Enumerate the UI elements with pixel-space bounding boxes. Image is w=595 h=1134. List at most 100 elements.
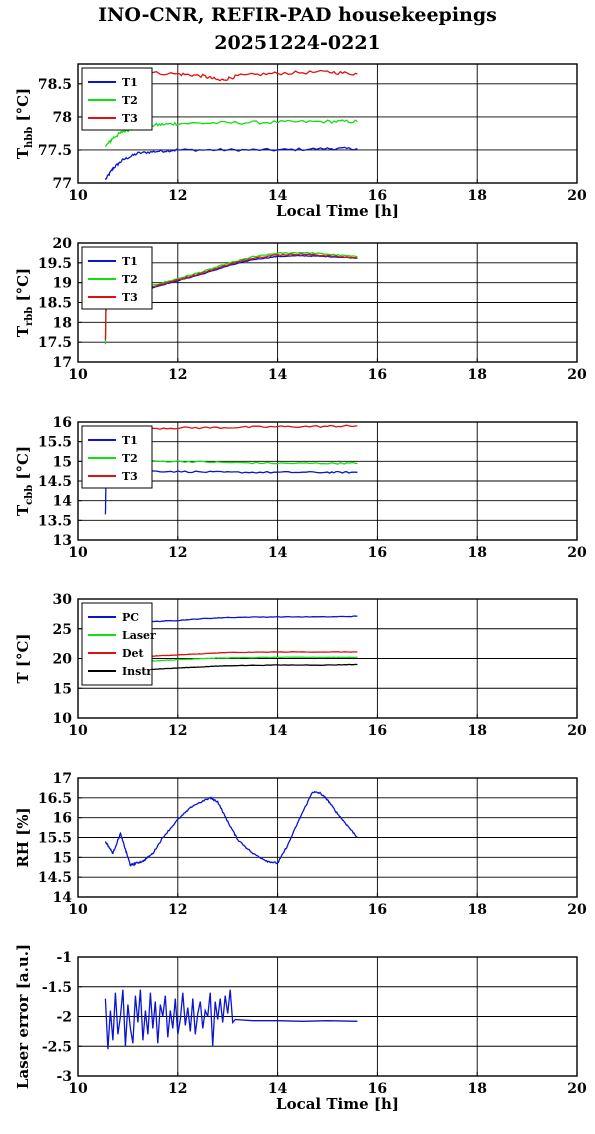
x-tick-label: 18 [467, 1081, 486, 1097]
x-tick-label: 16 [368, 723, 387, 739]
x-tick-label: 14 [268, 188, 288, 204]
y-tick-label: 15 [53, 850, 72, 866]
y-axis-label: Trbb [°C] [14, 268, 35, 337]
y-tick-label: 10 [53, 711, 73, 727]
chart-title: INO-CNR, REFIR-PAD housekeepings [98, 4, 497, 26]
y-tick-label: -2.5 [42, 1039, 72, 1055]
x-tick-label: 12 [168, 188, 187, 204]
y-tick-label: -1.5 [42, 980, 72, 996]
x-tick-label: 16 [368, 1081, 387, 1097]
x-tick-label: 14 [268, 723, 288, 739]
x-tick-label: 14 [268, 545, 288, 561]
x-axis-label: Local Time [h] [276, 1095, 399, 1113]
legend-label: T3 [122, 291, 138, 304]
x-tick-label: 10 [68, 902, 88, 918]
y-tick-label: -3 [56, 1069, 72, 1085]
y-axis-label: Tcbb [°C] [14, 446, 35, 516]
plot-frame [77, 63, 578, 184]
x-tick-label: 12 [168, 545, 187, 561]
x-tick-label: 20 [567, 367, 587, 383]
panel-3: 13 13.5 14 14.5 15 15.5 16 10 12 14 16 18 20 Tcbb [°C… [14, 415, 587, 561]
y-tick-label: 30 [53, 592, 73, 608]
y-tick-label: 14 [53, 890, 73, 906]
y-tick-label: 13 [53, 533, 72, 549]
x-tick-label: 10 [68, 723, 88, 739]
y-tick-label: 77 [53, 176, 72, 192]
legend-label: Laser [122, 629, 156, 642]
y-tick-label: 13.5 [38, 513, 72, 529]
y-tick-label: 17.5 [38, 335, 72, 351]
panel-5: 14 14.5 15 15.5 16 16.5 17 10 12 14 16 18 20 RH [%] [14, 771, 587, 918]
legend-label: T2 [122, 273, 138, 286]
y-tick-label: 14.5 [38, 870, 72, 886]
y-axis-label-main: Laser error [a.u.] [14, 944, 32, 1089]
y-axis-label-unit: [°C] [14, 88, 32, 127]
legend-label: T1 [122, 434, 138, 447]
legend-label: PC [122, 611, 139, 624]
y-tick-label: 18.5 [38, 296, 72, 312]
y-axis-label: T [°C] [14, 633, 32, 683]
x-tick-label: 10 [68, 545, 88, 561]
x-tick-label: 18 [467, 188, 486, 204]
y-tick-label: 16 [53, 415, 72, 431]
y-tick-label: 19.5 [38, 256, 72, 272]
legend-label: T2 [122, 94, 138, 107]
series-line-data [104, 989, 358, 1050]
x-tick-label: 10 [68, 1081, 88, 1097]
legend-label: T1 [122, 255, 138, 268]
y-tick-label: 20 [53, 652, 73, 668]
panel-4: 10 15 20 25 30 10 12 14 16 18 20 T [°C] PC Laser Det In… [14, 592, 587, 739]
y-tick-label: 17 [53, 355, 72, 371]
y-tick-label: 19 [53, 276, 72, 292]
y-tick-label: 15.5 [38, 435, 72, 451]
x-tick-label: 16 [368, 367, 387, 383]
x-tick-label: 10 [68, 367, 88, 383]
y-axis-label-subscript: cbb [24, 485, 35, 505]
legend-label: T3 [122, 470, 138, 483]
panel-2: 17 17.5 18 18.5 19 19.5 20 10 12 14 16 18 20 Trbb [°C… [14, 236, 587, 383]
x-tick-label: 14 [268, 902, 288, 918]
y-axis-label: RH [%] [14, 807, 32, 867]
panel-6: -3 -2.5 -2 -1.5 -1 10 12 14 16 18 20 Local Time [h]… [14, 944, 587, 1113]
x-tick-label: 18 [467, 367, 486, 383]
y-axis-label-main: RH [%] [14, 807, 32, 867]
x-tick-label: 12 [168, 902, 187, 918]
x-tick-label: 14 [268, 1081, 288, 1097]
x-tick-label: 18 [467, 902, 486, 918]
y-tick-label: 78 [53, 110, 72, 126]
y-axis-label: Thbb [°C] [14, 88, 35, 159]
y-axis-label-subscript: rbb [24, 307, 35, 326]
x-tick-label: 10 [68, 188, 88, 204]
legend-label: T2 [122, 452, 138, 465]
y-axis-label-main: T [14, 147, 32, 159]
y-axis-label-unit: [°C] [14, 268, 32, 307]
legend-label: T3 [122, 112, 138, 125]
y-tick-label: 77.5 [38, 143, 72, 159]
x-tick-label: 20 [567, 1081, 587, 1097]
y-tick-label: 16 [53, 811, 72, 827]
x-tick-label: 16 [368, 902, 387, 918]
x-tick-label: 16 [368, 545, 387, 561]
x-tick-label: 20 [567, 902, 587, 918]
y-tick-label: 18 [53, 315, 72, 331]
y-tick-label: 15 [53, 454, 72, 470]
y-axis-label: Laser error [a.u.] [14, 944, 32, 1089]
y-tick-label: 15 [53, 681, 72, 697]
panel-1: 77 77.5 78 78.5 10 12 14 16 18 20 Local Time [h] Th… [14, 63, 587, 220]
x-tick-label: 12 [168, 723, 187, 739]
x-axis-label: Local Time [h] [276, 202, 399, 220]
x-tick-label: 20 [567, 545, 587, 561]
y-tick-label: 14.5 [38, 474, 72, 490]
y-tick-label: 15.5 [38, 831, 72, 847]
x-tick-label: 12 [168, 1081, 187, 1097]
legend-label: Instr [122, 665, 152, 678]
y-tick-label: 16.5 [38, 791, 72, 807]
x-tick-label: 16 [368, 188, 387, 204]
y-axis-label-unit: [°C] [14, 446, 32, 485]
y-axis-label-main: T [14, 504, 32, 516]
y-tick-label: -2 [56, 1010, 72, 1026]
y-tick-label: 17 [53, 771, 72, 787]
x-tick-label: 18 [467, 723, 486, 739]
legend-label: Det [122, 647, 145, 660]
